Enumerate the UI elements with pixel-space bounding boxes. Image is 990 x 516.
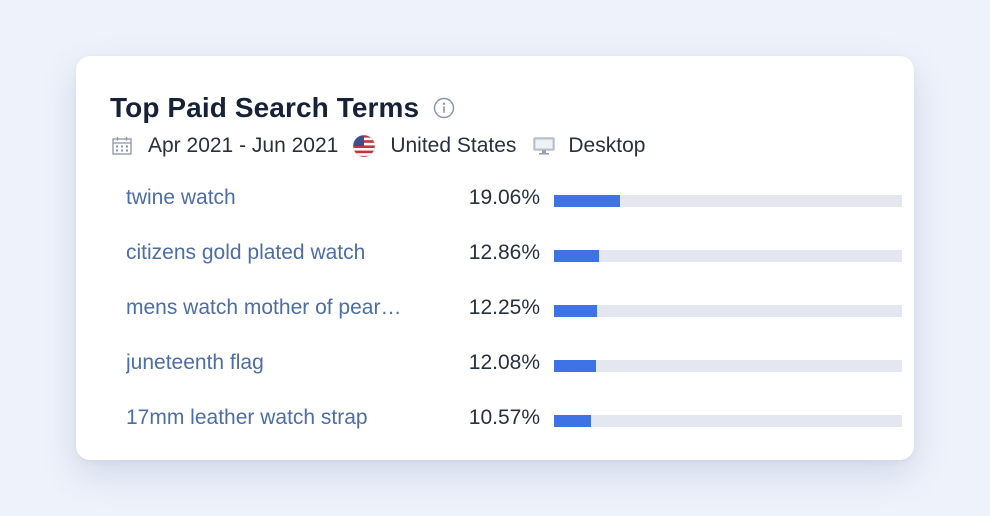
date-range[interactable]: Apr 2021 - Jun 2021 [148,134,339,157]
share-bar-fill [554,305,597,317]
share-bar-track [554,195,902,207]
info-icon[interactable] [433,97,455,119]
share-bar-track [554,250,902,262]
calendar-icon [110,134,134,158]
term-share: 12.86% [468,241,540,264]
term-share: 12.25% [468,296,540,319]
term-link[interactable]: juneteenth flag [126,351,264,374]
term-share: 10.57% [468,406,540,429]
device[interactable]: Desktop [568,134,646,157]
desktop-icon [532,134,556,158]
term-share: 19.06% [468,186,540,209]
share-bar-fill [554,195,621,207]
list-item: twine watch 19.06% [76,172,914,227]
list-item: juneteenth flag 12.08% [76,337,914,392]
list-item: 17mm leather watch strap 10.57% [76,392,914,447]
card-title: Top Paid Search Terms [110,92,420,123]
list-item: mens watch mother of pear… 12.25% [76,282,914,337]
term-link[interactable]: 17mm leather watch strap [126,406,368,429]
list-item: citizens gold plated watch 12.86% [76,227,914,282]
share-bar-track [554,415,902,427]
country[interactable]: United States [390,134,517,157]
term-share: 12.08% [468,351,540,374]
term-link[interactable]: twine watch [126,186,236,209]
filters-row: Apr 2021 - Jun 2021 United States [110,132,645,160]
share-bar-track [554,360,902,372]
top-paid-search-terms-card: Top Paid Search Terms Apr 2021 - Jun 2 [76,56,914,460]
card-header: Top Paid Search Terms [110,90,455,126]
share-bar-fill [554,360,597,372]
us-flag-icon [352,134,376,158]
term-link[interactable]: mens watch mother of pear… [126,296,402,319]
term-link[interactable]: citizens gold plated watch [126,241,366,264]
search-terms-list: twine watch 19.06% citizens gold plated … [76,172,914,447]
share-bar-fill [554,250,599,262]
share-bar-track [554,305,902,317]
share-bar-fill [554,415,591,427]
